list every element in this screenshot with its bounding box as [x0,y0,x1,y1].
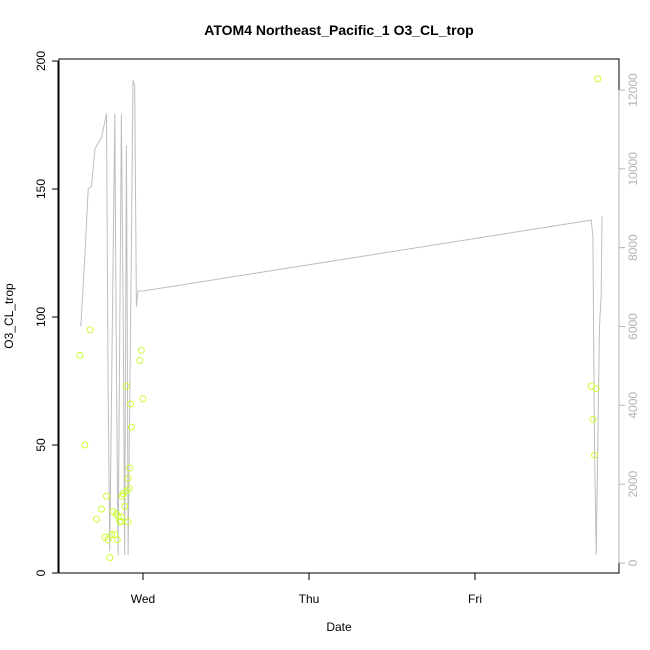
left-tick-label: 100 [34,307,48,327]
data-point [594,75,602,83]
data-point [121,502,129,510]
data-point [589,415,597,423]
right-y-axis: 0 2000 4000 6000 8000 10000 12000 [618,73,640,566]
data-point [86,326,94,334]
x-axis-label: Date [326,620,352,634]
data-point [98,505,105,513]
right-tick-label: 0 [626,559,640,566]
data-point [108,531,115,539]
point-series-layer [76,75,602,562]
data-point [127,423,135,431]
data-point [103,492,110,500]
right-tick-label: 4000 [626,392,640,419]
data-point [122,382,130,390]
left-tick-label: 200 [34,51,48,71]
data-point [124,518,132,526]
right-tick-label: 2000 [626,471,640,498]
data-point [591,451,598,459]
data-point [126,464,134,472]
right-tick-label: 10000 [626,152,640,186]
x-tick-label: Fri [468,592,482,606]
data-point [592,385,600,393]
data-point [101,533,109,541]
right-tick-label: 6000 [626,313,640,340]
right-tick-label: 12000 [626,73,640,107]
chart-title: ATOM4 Northeast_Pacific_1 O3_CL_trop [204,22,473,38]
data-point [113,536,121,544]
data-point [117,518,125,526]
line-series-layer [80,79,603,556]
data-point [76,351,84,359]
series-line [80,79,603,556]
data-point [137,346,145,354]
y-axis-label: O3_CL_trop [2,283,16,349]
left-tick-label: 150 [34,179,48,199]
data-point [106,554,114,562]
right-tick-label: 8000 [626,234,640,261]
left-tick-label: 50 [34,438,48,452]
data-point [139,395,147,403]
data-point [122,487,130,495]
data-point [117,513,125,521]
data-point [127,400,135,408]
x-tick-label: Wed [131,592,155,606]
data-point [136,357,144,364]
x-axis: Wed Thu Fri [131,572,482,606]
left-y-axis: 0 50 100 150 200 [34,51,59,576]
x-tick-label: Thu [299,592,320,606]
left-tick-label: 0 [34,569,48,576]
plot-frame [58,58,620,574]
data-point [81,441,89,449]
data-point [124,474,132,482]
data-point [93,515,100,523]
